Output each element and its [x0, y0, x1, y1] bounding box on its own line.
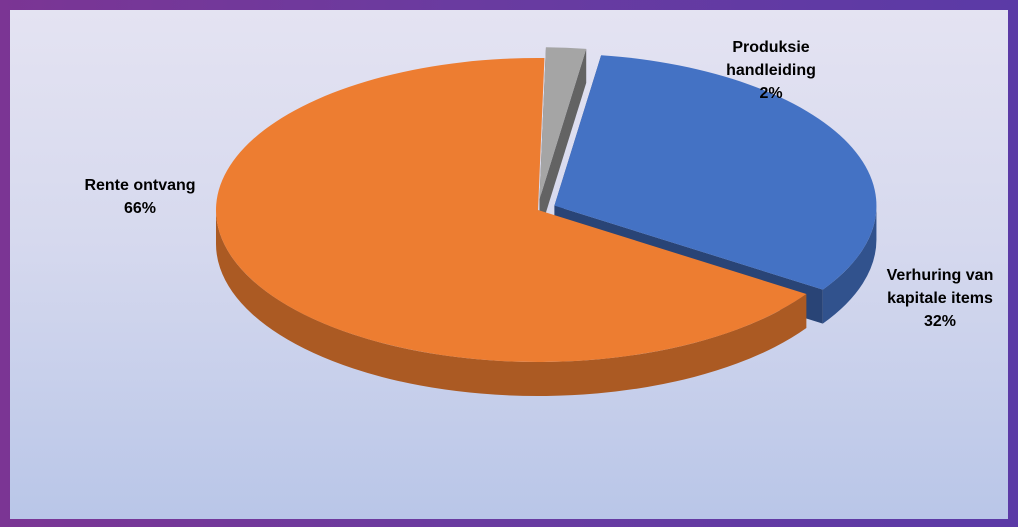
- pie-labels: Produksie handleiding 2% Verhuring van kapit…: [84, 39, 993, 330]
- slice-rente-ontvang: [216, 57, 807, 363]
- slice-side-rente-ontvang: [216, 210, 807, 396]
- pie-tops: [216, 47, 877, 363]
- slice-verhuring-van-kapitale-items: [554, 55, 877, 290]
- slice-side-verhuring-van-kapitale-items: [822, 205, 877, 324]
- data-label-rente-ontvang: Rente ontvang 66%: [84, 177, 195, 217]
- data-label-produksie-handleiding: Produksie handleiding 2%: [726, 39, 816, 102]
- chart-area: Produksie handleiding 2% Verhuring van kapit…: [10, 10, 1008, 519]
- pie-chart: Produksie handleiding 2% Verhuring van kapit…: [84, 39, 993, 396]
- data-label-verhuring-van-kapitale-items: Verhuring van kapitale items 32%: [887, 267, 994, 330]
- slice-wall-produksie-handleiding-1: [539, 48, 587, 234]
- slice-produksie-handleiding: [539, 47, 587, 200]
